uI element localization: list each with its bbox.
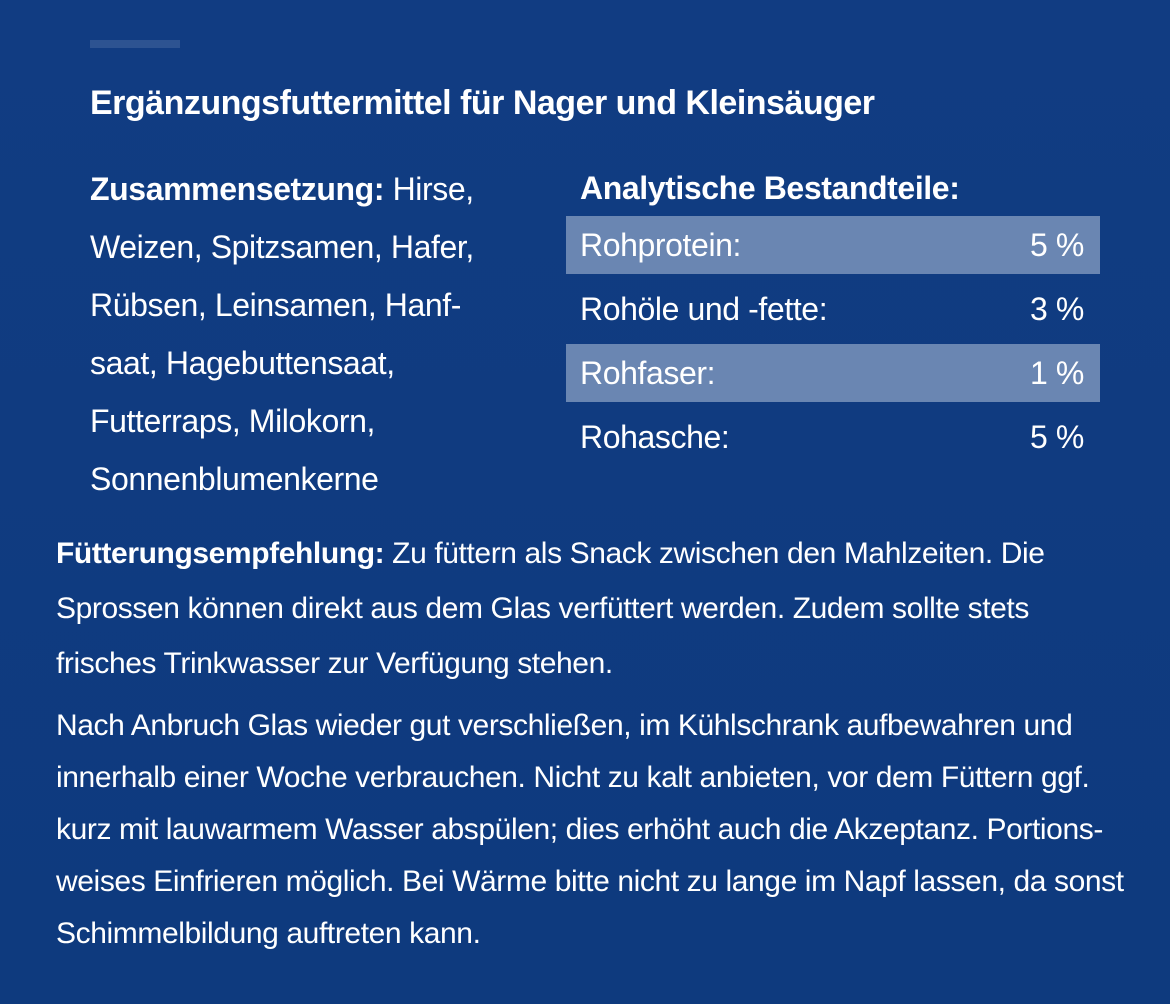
table-row: Rohprotein: 5 %	[566, 216, 1100, 274]
composition-block: Zusammensetzung: Hirse, Weizen, Spitzsam…	[90, 160, 520, 508]
table-row: Rohasche: 5 %	[566, 408, 1100, 466]
analysis-table: Analytische Bestandteile: Rohprotein: 5 …	[566, 160, 1100, 472]
row-name: Rohprotein:	[580, 226, 742, 263]
row-value: 5 %	[1030, 226, 1084, 263]
analysis-heading: Analytische Bestandteile:	[580, 170, 960, 206]
row-name: Rohöle und -fette:	[580, 290, 828, 327]
page-title: Ergänzungsfuttermittel für Nager und Kle…	[90, 84, 875, 122]
feeding-label: Fütterungsempfehlung:	[56, 537, 385, 570]
feeding-text: Zu füttern als Snack zwischen den Mahlze…	[56, 537, 1045, 680]
faint-mark	[90, 40, 180, 48]
composition-label: Zusammensetzung:	[90, 171, 385, 207]
table-row: Rohfaser: 1 %	[566, 344, 1100, 402]
storage-instructions: Nach Anbruch Glas wieder gut verschließe…	[56, 709, 1124, 950]
row-value: 3 %	[1030, 290, 1084, 327]
feeding-recommendation: Fütterungsempfehlung: Zu füttern als Sna…	[56, 526, 1136, 691]
table-row: Rohöle und -fette: 3 %	[566, 280, 1100, 338]
row-value: 5 %	[1030, 418, 1084, 455]
row-name: Rohfaser:	[580, 354, 716, 391]
composition-text: Hirse, Weizen, Spitzsamen, Hafer, Rübsen…	[90, 171, 474, 497]
row-name: Rohasche:	[580, 418, 730, 455]
row-value: 1 %	[1030, 354, 1084, 391]
